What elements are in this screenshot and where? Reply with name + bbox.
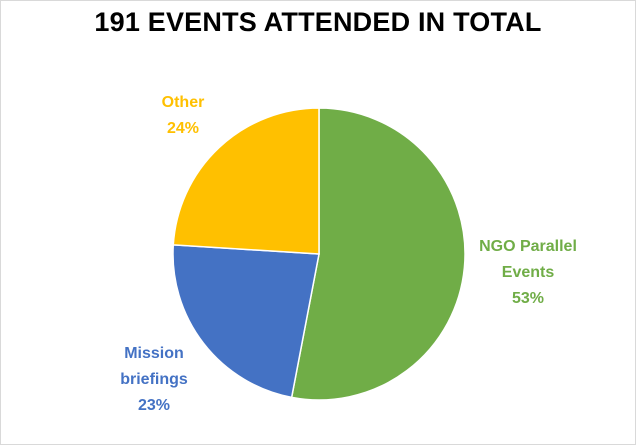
data-label-ngo-parallel-events: NGO Parallel Events 53%: [479, 238, 577, 307]
data-label-mission-briefings: Mission briefings 23%: [120, 345, 188, 414]
pie-slice-other: [172, 107, 320, 255]
pie-slice-mission-briefings: [172, 244, 320, 399]
data-label-other: Other 24%: [162, 94, 205, 137]
chart-title: 191 EVENTS ATTENDED IN TOTAL: [94, 7, 542, 37]
pie-slice-ngo-parallel-events: [290, 107, 466, 401]
